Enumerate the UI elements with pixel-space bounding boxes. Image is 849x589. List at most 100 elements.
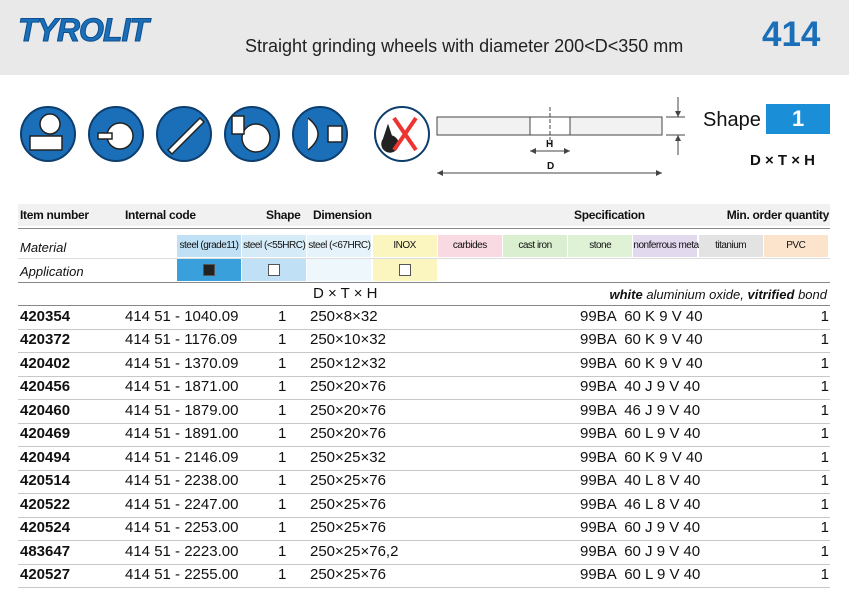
dimension: 250×8×32 [310, 308, 378, 325]
material-cell: cast iron [503, 235, 567, 257]
application-cell [503, 259, 567, 281]
item-number: 420524 [20, 519, 71, 537]
material-cell: stone [568, 235, 633, 257]
min-order-qty: 1 [820, 542, 829, 560]
material-cell: steel (<55HRC) [242, 235, 307, 257]
item-number: 420522 [20, 495, 71, 513]
specification: 99BA 60 L 9 V 40 [580, 425, 701, 443]
application-cell [437, 259, 502, 281]
specification: 99BA 60 L 9 V 40 [580, 565, 701, 583]
row-rule [18, 493, 830, 495]
shape: 1 [278, 308, 287, 325]
shape: 1 [278, 542, 287, 560]
drawing-label: D [547, 161, 555, 172]
dimension: 250×25×76 [310, 519, 386, 537]
shape: 1 [278, 472, 287, 490]
dimension: 250×25×32 [310, 448, 386, 466]
specification: 99BA 46 L 8 V 40 [580, 495, 701, 513]
specification: 99BA 60 J 9 V 40 [580, 542, 701, 560]
row-rule [18, 540, 830, 542]
internal-code: 414 51 - 2253.00 [125, 519, 239, 537]
min-order-qty: 1 [820, 472, 829, 490]
material-cell: nonferrous metals [633, 235, 705, 257]
shape-label: Shape [703, 109, 761, 131]
specification: 99BA 60 K 9 V 40 [580, 354, 703, 372]
material-cell: steel (<67HRC) [307, 235, 372, 257]
row-rule [18, 446, 830, 448]
internal-code: 414 51 - 1871.00 [125, 378, 239, 396]
dimension: 250×10×32 [310, 331, 386, 349]
application-cell [307, 259, 372, 281]
min-order-qty: 1 [820, 495, 829, 513]
application-cell [698, 259, 763, 281]
dimension: 250×12×32 [310, 354, 386, 372]
row-label: Application [20, 264, 84, 279]
shape: 1 [278, 354, 287, 372]
spec-note: white aluminium oxide, vitrified bond [609, 288, 827, 301]
rule [18, 282, 830, 283]
dimension: 250×25×76,2 [310, 542, 399, 560]
row-rule [18, 469, 830, 471]
item-number: 420456 [20, 378, 71, 396]
min-order-qty: 1 [820, 425, 829, 443]
shape: 1 [278, 425, 287, 443]
page-number: 414 [762, 15, 821, 54]
row-label: Material [20, 240, 67, 255]
item-number: 420527 [20, 565, 71, 583]
application-cell [763, 259, 828, 281]
title: Straight grinding wheels with diameter 2… [245, 36, 684, 56]
shape: 1 [278, 495, 287, 513]
item-number: 420402 [20, 354, 71, 372]
drawing-label: H [546, 139, 554, 150]
column-header: Dimension [313, 208, 372, 222]
dimension: 250×20×76 [310, 425, 386, 443]
shape: 1 [278, 401, 287, 419]
icons [20, 106, 430, 162]
shape-number: 1 [792, 106, 805, 131]
dimension: 250×25×76 [310, 472, 386, 490]
application-cell [633, 259, 698, 281]
specification: 99BA 40 J 9 V 40 [580, 378, 701, 396]
row-rule [18, 375, 830, 377]
row-rule [18, 329, 830, 330]
dimension-formula: D × T × H [313, 285, 378, 302]
dimension: 250×25×76 [310, 495, 386, 513]
specification: 99BA 60 K 9 V 40 [580, 331, 703, 349]
shape-formula: D × T × H [750, 152, 816, 169]
internal-code: 414 51 - 2223.00 [125, 542, 239, 560]
spec-note-part: vitrified [747, 287, 795, 302]
shape: 1 [278, 519, 287, 537]
specification: 99BA 46 J 9 V 40 [580, 401, 701, 419]
shape: 1 [278, 378, 287, 396]
row-rule [18, 563, 830, 565]
min-order-qty: 1 [820, 308, 829, 325]
internal-code: 414 51 - 1176.09 [125, 331, 238, 349]
min-order-qty: 1 [820, 401, 829, 419]
material-cell: PVC [763, 235, 828, 257]
shape: 1 [278, 331, 287, 349]
specification: 99BA 60 K 9 V 40 [580, 448, 703, 466]
shape: 1 [278, 565, 287, 583]
application-cell [568, 259, 633, 281]
spec-note-part: aluminium oxide, [642, 287, 748, 302]
spec-note-part: white [609, 287, 643, 302]
material-cell: steel (grade11) [177, 235, 241, 257]
specification: 99BA 40 L 8 V 40 [580, 472, 701, 490]
min-order-qty: 1 [820, 448, 829, 466]
specification: 99BA 60 K 9 V 40 [580, 308, 703, 325]
row-rule [18, 352, 830, 354]
material-cell: INOX [372, 235, 437, 257]
header-band [0, 0, 849, 75]
min-order-qty: 1 [820, 565, 829, 583]
shape-box [766, 104, 830, 134]
min-order-qty: 1 [820, 354, 829, 372]
min-order-qty: 1 [820, 331, 829, 349]
specification: 99BA 60 J 9 V 40 [580, 519, 701, 537]
item-number: 420460 [20, 401, 71, 419]
min-order-qty: 1 [820, 519, 829, 537]
internal-code: 414 51 - 1891.00 [125, 425, 239, 443]
logo: TYROLIT [18, 12, 150, 48]
row-rule [18, 586, 830, 588]
column-header: Shape [266, 208, 301, 222]
internal-code: 414 51 - 1370.09 [125, 354, 239, 372]
